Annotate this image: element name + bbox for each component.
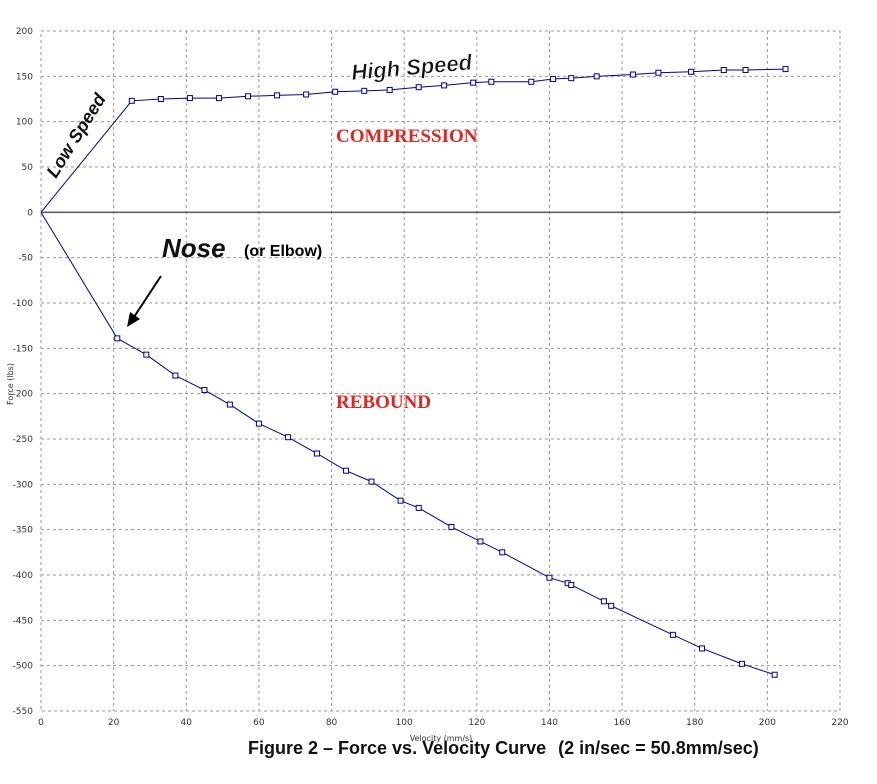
x-tick-label: 200 [759,718,776,728]
x-tick-labels: 0 20 40 60 80 100 120 140 160 180 200 220 [38,718,849,728]
x-tick-label: 80 [326,718,338,728]
data-point [546,574,553,581]
data-point [771,671,778,678]
y-axis-label: Force (lbs) [6,363,15,405]
data-point [600,598,607,605]
data-point [470,79,477,86]
x-tick-label: 180 [686,718,703,728]
series-line [40,212,775,676]
data-point [215,95,222,102]
x-tick-label: 40 [181,718,193,728]
elbow-label: (or Elbow) [244,243,322,260]
nose-label: Nose [162,233,226,263]
y-tick-label: 200 [16,27,33,37]
y-tick-label: -150 [13,344,34,354]
x-tick-label: 20 [108,718,120,728]
data-point [448,523,455,530]
y-tick-label: -250 [13,435,34,445]
data-point [114,335,121,342]
data-point [629,71,636,78]
data-point [368,478,375,485]
data-point [550,76,557,83]
y-tick-label: 100 [16,118,33,128]
high-speed-label: High Speed [350,49,473,85]
data-point [343,467,350,474]
data-point [314,450,321,457]
data-point [245,93,252,100]
x-axis-label: Velocity (mm/s) [410,734,473,743]
data-point [415,504,422,511]
caption-title: Figure 2 – Force vs. Velocity Curve [248,738,547,758]
x-tick-label: 60 [253,718,265,728]
x-tick-label: 0 [38,718,44,728]
data-point [361,87,368,94]
data-point [255,420,262,427]
y-tick-label: -400 [13,571,34,581]
x-tick-label: 100 [396,718,413,728]
data-point [688,68,695,75]
data-point [655,69,662,76]
y-tick-label: -450 [13,616,34,626]
x-tick-label: 160 [613,718,630,728]
x-tick-label: 120 [468,718,485,728]
data-series [40,66,789,678]
data-point [226,401,233,408]
data-point [742,66,749,73]
y-tick-label: -550 [13,707,34,717]
data-point [415,84,422,91]
compression-label: COMPRESSION [336,126,478,147]
y-tick-label: 0 [27,208,33,218]
data-point [698,645,705,652]
figure-caption: Figure 2 – Force vs. Velocity Curve (2 in… [248,738,759,759]
data-point [568,75,575,82]
data-point [782,66,789,73]
x-tick-label: 220 [831,718,848,728]
data-point [568,581,575,588]
data-point [738,660,745,667]
data-point [386,86,393,93]
data-point [441,82,448,89]
data-point [143,351,150,358]
plot-frame [40,30,841,712]
rebound-label: REBOUND [336,392,431,413]
nose-arrow [127,275,162,327]
data-point [303,91,310,98]
caption-note: (2 in/sec = 50.8mm/sec) [558,738,759,758]
y-tick-label: -100 [13,299,34,309]
y-tick-label: -500 [13,662,34,672]
y-tick-label: 150 [16,72,33,82]
y-tick-label: -200 [13,390,34,400]
data-point [397,497,404,504]
grid-lines [41,31,840,711]
data-point [593,73,600,80]
low-speed-label: Low Speed [42,89,110,181]
y-tick-label: -50 [18,254,33,264]
data-point [128,97,135,104]
data-point [274,92,281,99]
data-point [669,631,676,638]
data-point [284,434,291,441]
data-point [332,88,339,95]
y-tick-label: -350 [13,526,34,536]
x-tick-label: 140 [541,718,558,728]
y-tick-labels: 200 150 100 50 0 -50 -100 -150 -200 -250 -300 -350 -… [13,27,34,717]
data-point [720,66,727,73]
data-point [201,387,208,394]
data-point [499,549,506,556]
y-tick-label: 50 [22,163,34,173]
data-point [528,78,535,85]
data-point [186,95,193,102]
data-point [488,78,495,85]
axes [40,30,841,712]
data-point [157,96,164,102]
data-point [608,602,615,609]
data-point [172,372,179,379]
data-point [477,538,484,545]
y-tick-label: -300 [13,480,34,490]
